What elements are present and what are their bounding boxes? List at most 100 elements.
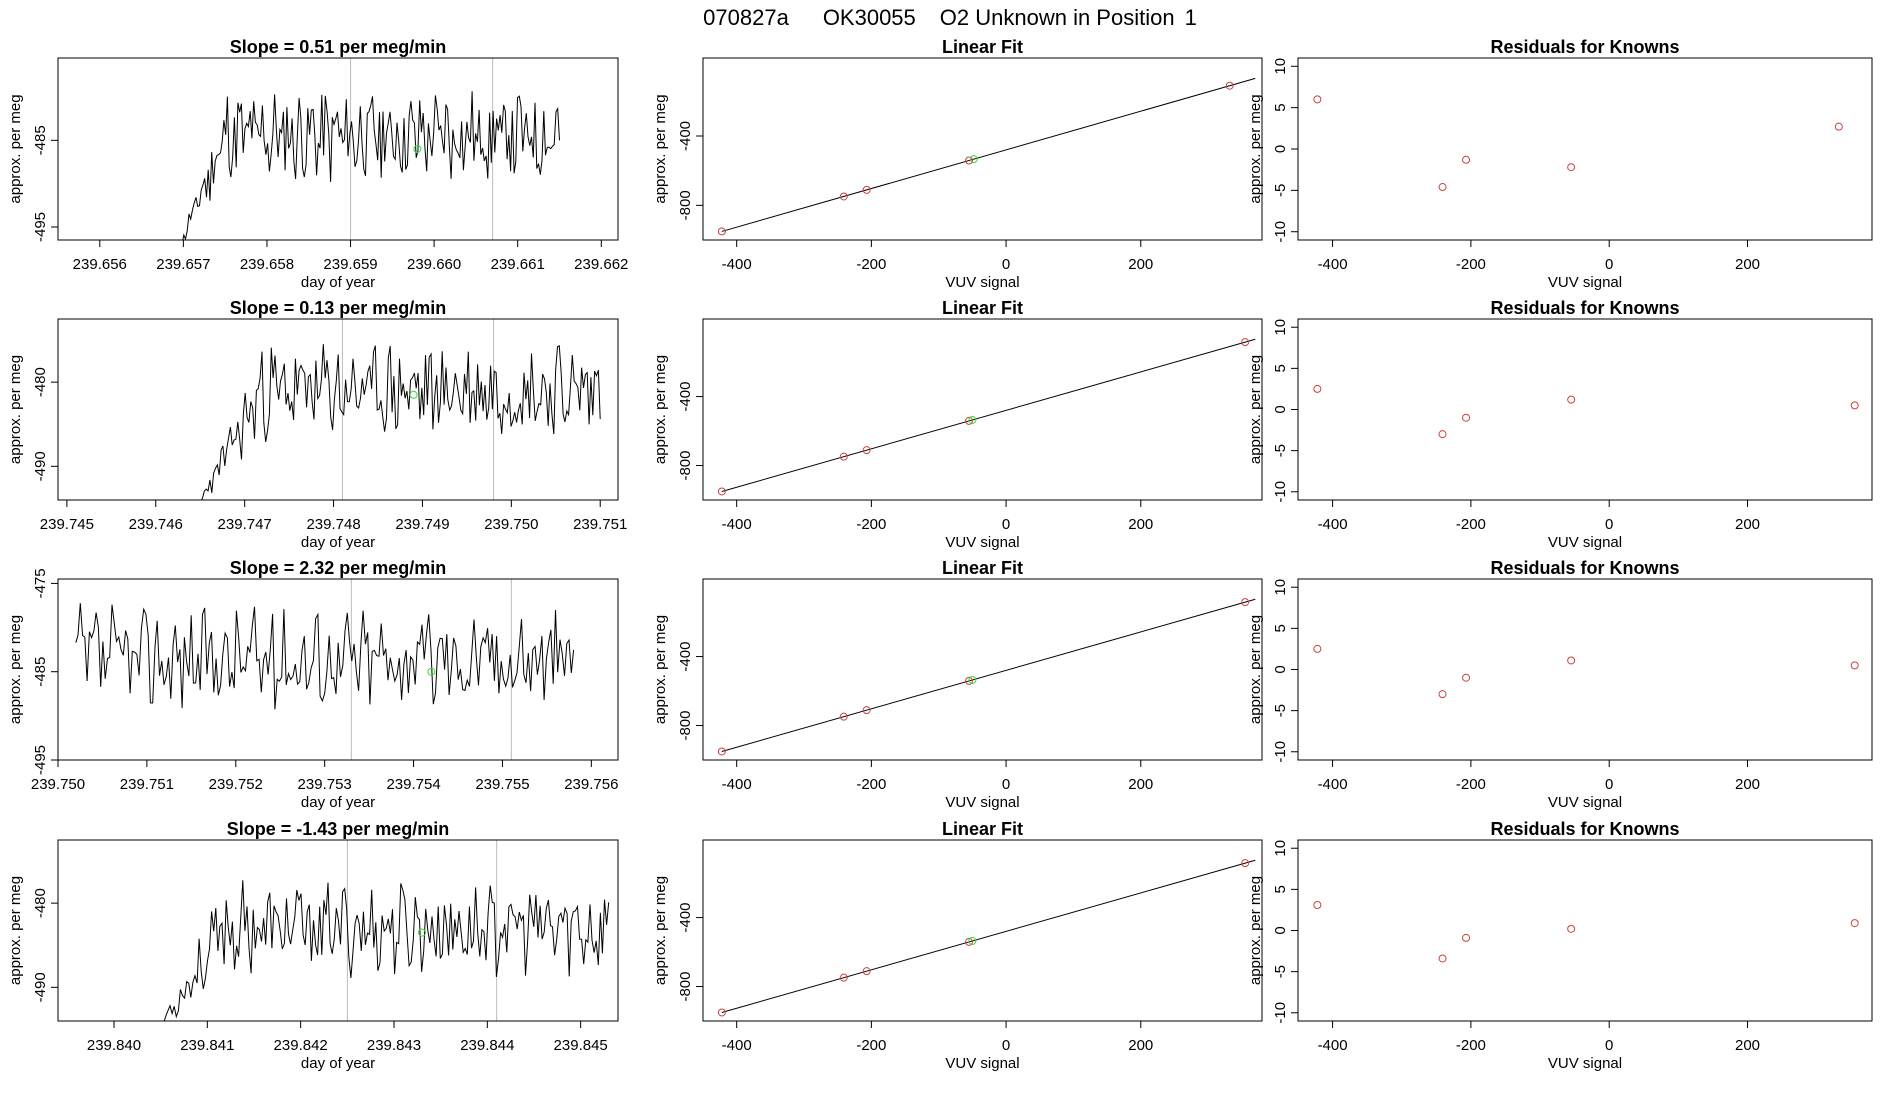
y-axis-label: approx. per meg: [1247, 355, 1264, 464]
x-tick-label: 200: [1128, 516, 1153, 533]
residual-point: [1567, 163, 1576, 172]
known-point: [717, 747, 726, 756]
residual-point: [1567, 924, 1576, 933]
residuals-panel: Residuals for Knowns -400 -200 0 200 VUV sign…: [1247, 819, 1873, 1072]
residual-point: [1438, 690, 1447, 699]
x-axis-label: day of year: [301, 534, 375, 551]
x-tick-label: 239.750: [484, 516, 538, 533]
plot-frame: [1297, 318, 1873, 501]
unknown-point: [969, 155, 978, 164]
residual-point: [1462, 933, 1471, 942]
residual-point: [1438, 954, 1447, 963]
x-tick-label: -200: [1456, 776, 1486, 793]
known-point: [839, 452, 848, 461]
fit-panel: Linear Fit -400 -200 0 200 VUV signal -400 -800…: [652, 558, 1263, 811]
x-tick-label: 239.745: [40, 516, 94, 533]
x-tick-label: 200: [1735, 776, 1760, 793]
x-tick-label: -400: [1318, 776, 1348, 793]
known-point: [1241, 859, 1250, 868]
unknown-marker: [413, 145, 422, 153]
x-axis-label: VUV signal: [1548, 274, 1622, 291]
residuals-panel: Residuals for Knowns -400 -200 0 200 VUV sign…: [1247, 37, 1873, 291]
x-tick-label: 0: [1605, 516, 1613, 533]
x-tick-label: -400: [1318, 1037, 1348, 1054]
unknown-marker: [418, 928, 426, 937]
y-axis-label: approx. per meg: [1247, 876, 1264, 985]
residual-point: [1438, 183, 1447, 192]
y-tick-label: -490: [32, 972, 49, 1002]
residual-point: [1462, 155, 1471, 164]
y-tick-label: -480: [32, 888, 49, 918]
x-tick-label: -200: [856, 1037, 886, 1054]
series-line-group: [200, 344, 601, 500]
x-tick-label: 239.755: [475, 776, 529, 793]
plot-frame: [702, 57, 1263, 241]
x-tick-label: 0: [1002, 516, 1010, 533]
unknown-point: [968, 675, 977, 684]
y-tick-label: -400: [677, 903, 694, 933]
residual-point: [1313, 900, 1322, 909]
x-tick-label: 239.659: [323, 256, 377, 273]
y-tick-label: -400: [677, 121, 694, 151]
series-panel: Slope = 0.13 per meg/min 239.745 239.746 23…: [7, 298, 627, 551]
plot-title: Slope = -1.43 per meg/min: [227, 819, 450, 839]
y-axis-label: approx. per meg: [652, 615, 669, 724]
x-axis-label: day of year: [301, 794, 375, 811]
fit-line: [721, 859, 1256, 1013]
known-point: [862, 446, 871, 455]
known-point: [965, 937, 974, 946]
x-tick-label: -200: [1456, 256, 1486, 273]
fit-line: [721, 77, 1256, 232]
residual-point: [1313, 384, 1322, 393]
series-panel: Slope = -1.43 per meg/min 239.840 239.841 2…: [7, 819, 619, 1072]
known-point: [862, 967, 871, 976]
x-tick-label: -400: [722, 256, 752, 273]
known-point: [839, 973, 848, 982]
y-tick-label: -485: [32, 125, 49, 155]
known-point: [1225, 81, 1234, 90]
x-tick-label: -400: [1318, 256, 1348, 273]
panels: Slope = 0.51 per meg/min 239.656 239.657 23…: [7, 37, 1873, 1072]
x-axis-label: VUV signal: [945, 534, 1019, 551]
residual-point: [1850, 919, 1859, 928]
figure-title-position: 1: [1185, 5, 1197, 30]
y-axis-label: approx. per meg: [652, 355, 669, 464]
series-line-group: [75, 603, 575, 710]
y-tick-label: -10: [1272, 481, 1289, 503]
figure-title-desc: O2 Unknown in Position: [940, 5, 1175, 30]
known-point: [862, 706, 871, 715]
y-axis-label: approx. per meg: [652, 876, 669, 985]
y-tick-label: 5: [1272, 885, 1289, 893]
unknown-marker: [427, 667, 436, 676]
known-point: [717, 227, 726, 236]
plot-title: Slope = 0.51 per meg/min: [230, 37, 447, 57]
residual-point: [1438, 430, 1447, 439]
x-tick-label: 200: [1128, 256, 1153, 273]
x-tick-label: 200: [1735, 256, 1760, 273]
y-tick-label: 0: [1272, 665, 1289, 673]
x-tick-label: 239.662: [574, 256, 628, 273]
y-tick-label: 5: [1272, 624, 1289, 632]
y-tick-label: -800: [677, 972, 694, 1002]
residual-point: [1313, 644, 1322, 653]
known-point: [717, 487, 726, 496]
y-tick-label: -480: [32, 367, 49, 397]
y-tick-label: 5: [1272, 103, 1289, 111]
plot-title: Linear Fit: [942, 37, 1023, 57]
x-tick-label: 200: [1128, 1037, 1153, 1054]
fit-panel: Linear Fit -400 -200 0 200 VUV signal -400 -800…: [652, 819, 1263, 1072]
x-tick-label: 239.844: [460, 1037, 514, 1054]
plot-frame: [702, 318, 1263, 501]
x-tick-label: 239.748: [306, 516, 360, 533]
y-axis-label: approx. per meg: [7, 615, 24, 724]
y-tick-label: -10: [1272, 221, 1289, 243]
x-tick-label: 200: [1735, 1037, 1760, 1054]
unknown-marker: [409, 390, 418, 399]
x-tick-label: 239.656: [73, 256, 127, 273]
x-tick-label: 239.751: [573, 516, 627, 533]
plot-title: Slope = 0.13 per meg/min: [230, 298, 447, 318]
series-panel: Slope = 2.32 per meg/min 239.750 239.751 23…: [7, 558, 619, 811]
x-axis-label: VUV signal: [1548, 534, 1622, 551]
x-axis-label: VUV signal: [1548, 794, 1622, 811]
plot-title: Residuals for Knowns: [1490, 558, 1679, 578]
